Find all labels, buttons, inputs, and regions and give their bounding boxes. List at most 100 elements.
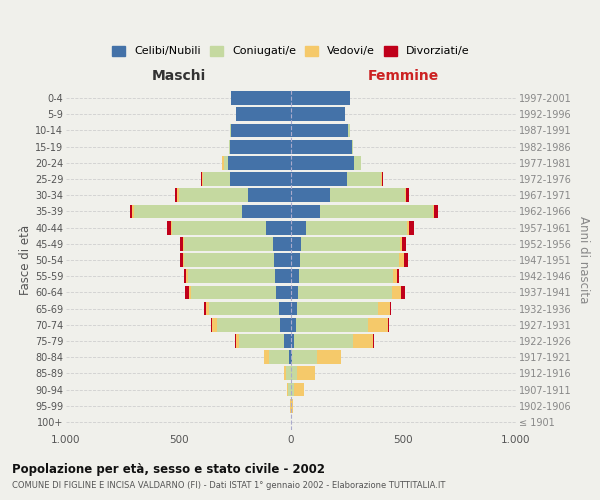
Bar [201,172,202,186]
Bar [291,237,301,250]
Bar [291,220,305,234]
Bar [352,140,353,153]
Bar [331,188,404,202]
Bar [373,334,374,348]
Bar [300,253,399,267]
Y-axis label: Anni di nascita: Anni di nascita [577,216,590,304]
Bar [203,172,230,186]
Bar [239,334,284,348]
Bar [298,286,392,300]
Bar [273,237,291,250]
Text: Femmine: Femmine [368,69,439,83]
Bar [130,204,133,218]
Bar [175,188,178,202]
Bar [291,302,296,316]
Bar [284,334,291,348]
Bar [403,237,406,250]
Bar [404,188,406,202]
Bar [223,156,228,170]
Bar [407,220,409,234]
Bar [291,188,331,202]
Bar [179,188,248,202]
Bar [399,253,404,267]
Bar [284,366,286,380]
Bar [183,237,184,250]
Text: COMUNE DI FIGLINE E INCISA VALDARNO (FI) - Dati ISTAT 1° gennaio 2002 - Elaboraz: COMUNE DI FIGLINE E INCISA VALDARNO (FI)… [12,481,445,490]
Bar [291,334,295,348]
Bar [297,366,315,380]
Bar [211,318,212,332]
Bar [291,350,292,364]
Bar [299,270,394,283]
Bar [404,253,408,267]
Bar [265,350,269,364]
Bar [294,382,304,396]
Bar [170,220,172,234]
Bar [179,237,183,250]
Bar [320,204,433,218]
Bar [185,286,188,300]
Bar [280,318,291,332]
Bar [394,270,397,283]
Bar [390,302,391,316]
Bar [184,237,273,250]
Bar [291,108,345,121]
Bar [400,237,403,250]
Text: Popolazione per età, sesso e stato civile - 2002: Popolazione per età, sesso e stato civil… [12,462,325,475]
Bar [291,270,299,283]
Bar [217,318,280,332]
Bar [275,270,291,283]
Bar [289,350,291,364]
Bar [188,286,191,300]
Bar [347,172,381,186]
Bar [183,253,184,267]
Bar [291,91,349,105]
Bar [354,156,361,170]
Bar [229,140,230,153]
Bar [292,350,317,364]
Bar [232,91,291,105]
Bar [301,237,400,250]
Bar [232,124,291,138]
Bar [291,318,296,332]
Bar [295,334,353,348]
Bar [184,253,274,267]
Bar [266,220,291,234]
Bar [401,286,404,300]
Bar [230,140,291,153]
Bar [388,318,389,332]
Bar [291,286,298,300]
Bar [133,204,241,218]
Bar [392,286,401,300]
Bar [433,204,434,218]
Y-axis label: Fasce di età: Fasce di età [19,225,32,295]
Bar [434,204,439,218]
Bar [230,172,291,186]
Bar [235,334,236,348]
Bar [274,253,291,267]
Bar [291,140,352,153]
Bar [209,302,278,316]
Bar [296,318,367,332]
Bar [178,188,179,202]
Bar [291,204,320,218]
Bar [172,220,266,234]
Bar [286,366,290,380]
Bar [291,253,300,267]
Bar [305,220,407,234]
Bar [202,172,203,186]
Bar [278,302,291,316]
Bar [291,172,347,186]
Bar [377,302,390,316]
Bar [287,382,289,396]
Bar [230,124,232,138]
Bar [292,382,294,396]
Bar [184,270,187,283]
Bar [205,302,209,316]
Bar [167,220,170,234]
Bar [382,172,383,186]
Bar [212,318,217,332]
Bar [406,188,409,202]
Bar [367,318,388,332]
Bar [187,270,275,283]
